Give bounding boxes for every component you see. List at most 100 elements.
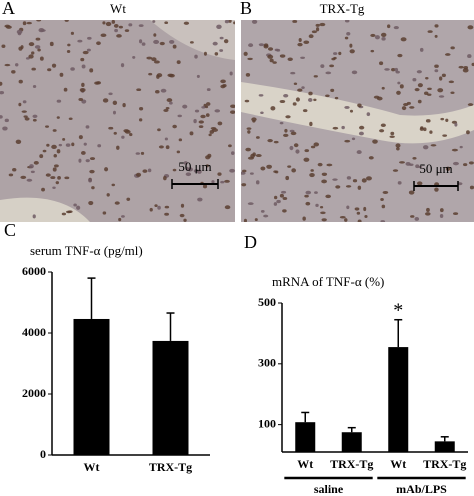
nucleus <box>116 34 122 38</box>
nucleus <box>100 33 107 37</box>
nucleus <box>357 185 362 190</box>
nucleus <box>452 161 459 166</box>
panel-label: TRX-Tg <box>320 1 365 16</box>
nucleus <box>153 39 160 45</box>
nucleus <box>251 20 258 24</box>
nucleus <box>39 56 44 61</box>
nucleus <box>309 121 313 127</box>
nucleus <box>467 54 472 58</box>
panel-label: Wt <box>110 1 126 16</box>
nucleus <box>448 80 455 84</box>
y-tick-label: 0 <box>40 447 46 461</box>
nucleus <box>293 82 298 85</box>
nucleus <box>415 164 420 169</box>
nucleus <box>459 145 463 149</box>
nucleus <box>56 99 62 103</box>
nucleus <box>313 142 320 147</box>
nucleus <box>220 79 226 84</box>
nucleus <box>183 161 188 165</box>
nucleus <box>400 37 407 42</box>
nucleus <box>224 205 231 210</box>
chart-title: mRNA of TNF-α (%) <box>272 274 384 289</box>
nucleus <box>28 42 35 47</box>
nucleus <box>380 32 387 38</box>
nucleus <box>147 168 152 173</box>
nucleus <box>81 150 86 155</box>
nucleus <box>88 200 94 206</box>
nucleus <box>450 46 455 50</box>
nucleus <box>301 86 305 89</box>
scale-label: 50 μm <box>178 159 211 174</box>
nucleus <box>258 43 265 47</box>
nucleus <box>444 53 451 56</box>
group-label: mAb/LPS <box>396 482 447 496</box>
nucleus <box>47 68 52 72</box>
nucleus <box>56 149 61 154</box>
nucleus <box>282 196 288 201</box>
nucleus <box>36 20 42 22</box>
nucleus <box>319 205 324 209</box>
nucleus <box>395 143 401 148</box>
nucleus <box>87 36 92 40</box>
nucleus <box>229 168 235 173</box>
nucleus <box>113 24 119 28</box>
nucleus <box>423 127 427 132</box>
nucleus <box>445 166 451 171</box>
nucleus <box>86 48 91 52</box>
nucleus <box>279 121 284 125</box>
nucleus <box>382 190 389 194</box>
x-tick-label: TRX-Tg <box>330 457 373 471</box>
nucleus <box>164 137 168 141</box>
nucleus <box>12 168 17 172</box>
nucleus <box>89 157 96 161</box>
nucleus <box>96 41 101 46</box>
nucleus <box>30 170 35 174</box>
nucleus <box>266 164 272 169</box>
nucleus <box>445 118 449 123</box>
nucleus <box>346 176 352 180</box>
nucleus <box>49 41 54 47</box>
nucleus <box>287 165 292 168</box>
nucleus <box>135 152 141 155</box>
nucleus <box>374 35 380 40</box>
nucleus <box>136 88 142 91</box>
nucleus <box>112 110 116 115</box>
nucleus <box>263 43 269 47</box>
nucleus <box>458 65 464 69</box>
nucleus <box>37 48 41 52</box>
nucleus <box>146 56 153 60</box>
nucleus <box>289 145 294 151</box>
nucleus <box>132 56 136 59</box>
nucleus <box>159 41 165 46</box>
y-tick-label: 500 <box>258 295 276 309</box>
nucleus <box>53 164 59 168</box>
y-tick-label: 300 <box>258 356 276 370</box>
nucleus <box>5 25 12 29</box>
nucleus <box>220 180 225 184</box>
nucleus <box>4 118 9 123</box>
nucleus <box>344 36 349 40</box>
nucleus <box>352 179 358 183</box>
bar <box>152 340 189 455</box>
nucleus <box>34 45 41 49</box>
nucleus <box>211 180 215 184</box>
nucleus <box>153 60 160 64</box>
tissue-gap <box>241 82 474 144</box>
nucleus <box>219 49 224 52</box>
nucleus <box>335 185 341 189</box>
nucleus <box>208 133 212 137</box>
nucleus <box>304 194 309 198</box>
nucleus <box>51 144 57 149</box>
nucleus <box>118 217 122 222</box>
nucleus <box>56 116 60 119</box>
nucleus <box>40 29 46 32</box>
nucleus <box>300 56 306 59</box>
nucleus <box>417 99 422 104</box>
nucleus <box>0 115 3 119</box>
nucleus <box>81 99 87 104</box>
nucleus <box>298 38 302 42</box>
nucleus <box>384 68 390 71</box>
nucleus <box>111 183 116 187</box>
nucleus <box>172 44 177 49</box>
nucleus <box>439 214 444 218</box>
